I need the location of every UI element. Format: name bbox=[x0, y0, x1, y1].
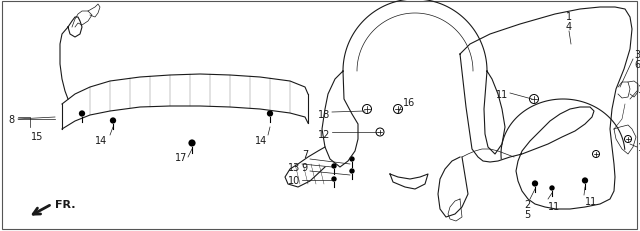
Text: 11: 11 bbox=[638, 142, 640, 152]
Circle shape bbox=[549, 185, 555, 191]
Text: 11: 11 bbox=[585, 196, 597, 206]
Circle shape bbox=[349, 157, 355, 162]
Text: 11: 11 bbox=[548, 201, 560, 211]
Circle shape bbox=[582, 178, 588, 184]
Circle shape bbox=[79, 111, 85, 117]
Text: 8: 8 bbox=[8, 115, 14, 125]
Circle shape bbox=[532, 181, 538, 187]
Text: 17: 17 bbox=[175, 152, 188, 162]
Circle shape bbox=[110, 118, 116, 124]
Circle shape bbox=[332, 176, 337, 182]
Text: 14: 14 bbox=[255, 135, 268, 145]
Circle shape bbox=[267, 111, 273, 117]
Text: 13: 13 bbox=[288, 162, 300, 172]
Text: 1: 1 bbox=[566, 12, 572, 22]
Text: 11: 11 bbox=[638, 85, 640, 94]
Text: 18: 18 bbox=[317, 109, 330, 119]
Text: 7: 7 bbox=[301, 149, 308, 159]
Text: 10: 10 bbox=[288, 175, 300, 185]
Text: 12: 12 bbox=[317, 129, 330, 139]
Text: 14: 14 bbox=[95, 135, 108, 145]
Text: FR.: FR. bbox=[55, 199, 76, 209]
Text: 11: 11 bbox=[496, 90, 508, 100]
Text: 3: 3 bbox=[634, 50, 640, 60]
Circle shape bbox=[188, 140, 196, 147]
Text: 4: 4 bbox=[566, 22, 572, 32]
Text: 16: 16 bbox=[403, 97, 415, 108]
Text: 5: 5 bbox=[524, 209, 530, 219]
Text: 15: 15 bbox=[31, 131, 44, 141]
Circle shape bbox=[332, 164, 337, 169]
Text: 9: 9 bbox=[302, 162, 308, 172]
Text: 6: 6 bbox=[634, 60, 640, 70]
Text: 2: 2 bbox=[524, 199, 530, 209]
Circle shape bbox=[349, 169, 355, 174]
